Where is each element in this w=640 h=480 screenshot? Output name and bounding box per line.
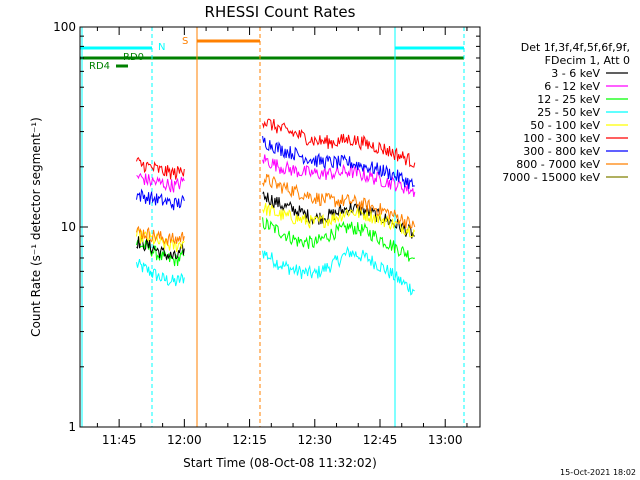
series-line xyxy=(136,188,185,211)
annotation-s: S xyxy=(182,36,188,47)
annotation-n: N xyxy=(158,42,165,53)
y-tick-label: 100 xyxy=(53,20,76,34)
series-line xyxy=(262,136,415,190)
series-line xyxy=(262,217,416,262)
attenuator-state-bars xyxy=(80,39,464,68)
y-tick-label: 10 xyxy=(61,220,76,234)
x-tick-label: 12:30 xyxy=(297,433,332,447)
series-line xyxy=(136,258,185,287)
series-line xyxy=(136,157,185,180)
legend-header-line-2: FDecim 1, Att 0 xyxy=(545,54,630,67)
legend-label: 100 - 300 keV xyxy=(523,132,600,145)
timestamp: 15-Oct-2021 18:02 xyxy=(560,468,636,477)
x-tick-label: 11:45 xyxy=(102,433,137,447)
legend-header-line-1: Det 1f,3f,4f,5f,6f,9f, xyxy=(521,41,630,54)
annotation-rd4: RD4 xyxy=(89,61,110,72)
x-tick-label: 12:00 xyxy=(167,433,202,447)
legend-label: 6 - 12 keV xyxy=(544,80,600,93)
legend-label: 800 - 7000 keV xyxy=(516,158,600,171)
event-marker-lines xyxy=(81,27,465,427)
x-tick-label: 13:00 xyxy=(428,433,463,447)
y-axis-label: Count Rate (s⁻¹ detector segment⁻¹) xyxy=(29,117,43,337)
series-line xyxy=(262,202,416,238)
x-axis-label: Start Time (08-Oct-08 11:32:02) xyxy=(183,456,377,470)
x-tick-label: 12:15 xyxy=(232,433,267,447)
plot-frame xyxy=(79,26,481,428)
series-line xyxy=(262,173,416,229)
series-line xyxy=(262,154,416,197)
legend-label: 7000 - 15000 keV xyxy=(502,171,600,184)
y-tick-label: 1 xyxy=(68,420,76,434)
series-lines xyxy=(136,118,416,296)
legend-label: 25 - 50 keV xyxy=(537,106,600,119)
series-line xyxy=(262,118,416,168)
legend-label: 300 - 800 keV xyxy=(523,145,600,158)
legend-label: 12 - 25 keV xyxy=(537,93,600,106)
axes: 11:45 12:00 12:15 12:30 12:45 13:00 1 10 100 xyxy=(53,20,480,447)
x-tick-label: 12:45 xyxy=(363,433,398,447)
series-line xyxy=(262,245,415,296)
annotations: N S RD0 RD4 xyxy=(89,36,188,72)
annotation-rd0: RD0 xyxy=(123,52,144,63)
legend-label: 3 - 6 keV xyxy=(551,67,600,80)
chart-title: RHESSI Count Rates xyxy=(205,3,356,21)
series-line xyxy=(136,225,185,246)
series-line xyxy=(136,172,185,193)
series-line xyxy=(136,235,185,260)
legend-label: 50 - 100 keV xyxy=(530,119,600,132)
series-line xyxy=(262,191,415,239)
series-line xyxy=(136,228,185,253)
legend: Det 1f,3f,4f,5f,6f,9f, FDecim 1, Att 0 3… xyxy=(502,41,630,184)
